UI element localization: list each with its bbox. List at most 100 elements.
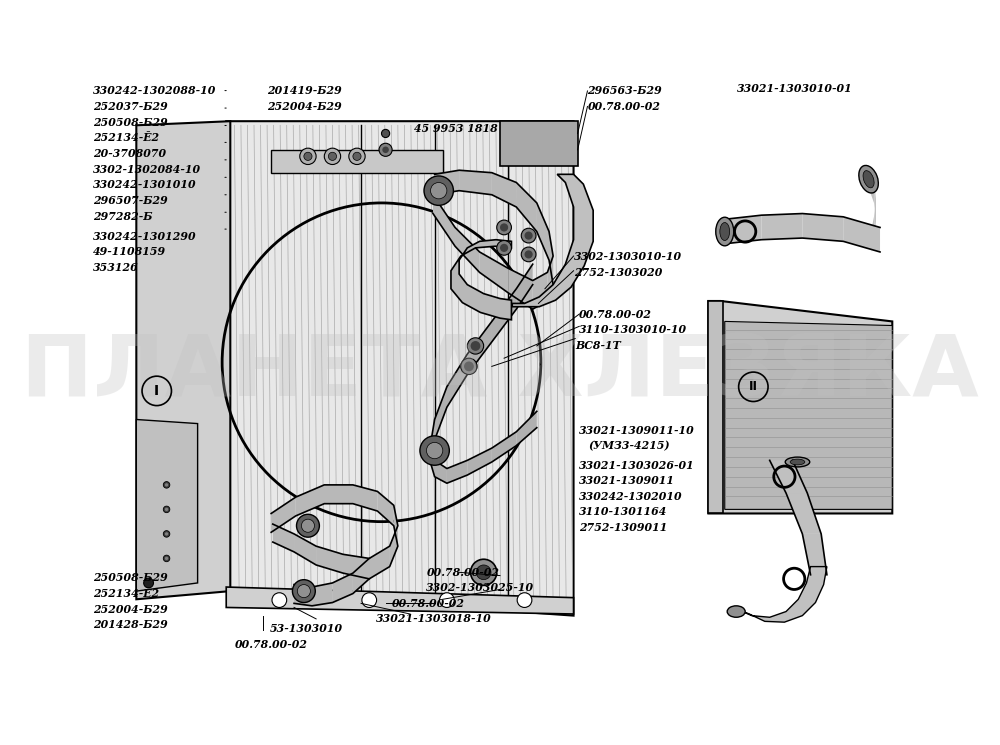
Polygon shape xyxy=(353,485,377,511)
Polygon shape xyxy=(872,215,874,252)
Polygon shape xyxy=(467,321,492,375)
Text: 330242-1301010: 330242-1301010 xyxy=(93,180,197,191)
Ellipse shape xyxy=(727,606,745,618)
Text: 00.78.00-02: 00.78.00-02 xyxy=(234,638,307,650)
Circle shape xyxy=(471,559,497,586)
Circle shape xyxy=(297,585,310,597)
Text: 296563-Б29: 296563-Б29 xyxy=(587,85,662,96)
Polygon shape xyxy=(492,432,516,462)
Circle shape xyxy=(500,224,508,232)
Circle shape xyxy=(420,436,449,466)
Text: 252134-Ē2: 252134-Ē2 xyxy=(93,132,159,143)
Text: 33021-1303026-01: 33021-1303026-01 xyxy=(579,460,695,471)
Ellipse shape xyxy=(790,459,805,465)
Circle shape xyxy=(431,183,447,199)
Polygon shape xyxy=(802,534,827,575)
Polygon shape xyxy=(390,526,398,567)
Text: 252004-Б29: 252004-Б29 xyxy=(93,604,168,615)
Ellipse shape xyxy=(785,457,810,467)
Polygon shape xyxy=(353,559,369,594)
Circle shape xyxy=(476,565,491,580)
Polygon shape xyxy=(324,485,353,504)
Polygon shape xyxy=(533,273,547,309)
Polygon shape xyxy=(294,534,316,565)
Circle shape xyxy=(349,148,365,165)
Polygon shape xyxy=(762,214,802,240)
Polygon shape xyxy=(737,567,827,622)
Polygon shape xyxy=(369,546,390,579)
Polygon shape xyxy=(492,173,516,207)
Text: 00.78.00-02: 00.78.00-02 xyxy=(392,597,465,609)
Text: 330242-1301290: 330242-1301290 xyxy=(93,231,197,241)
Polygon shape xyxy=(435,170,459,194)
Polygon shape xyxy=(516,264,533,309)
Polygon shape xyxy=(547,256,553,301)
Polygon shape xyxy=(725,215,762,244)
Polygon shape xyxy=(136,419,198,591)
Polygon shape xyxy=(435,460,447,484)
Polygon shape xyxy=(431,444,435,477)
Polygon shape xyxy=(447,460,467,484)
Polygon shape xyxy=(447,354,467,408)
Circle shape xyxy=(379,143,392,156)
Polygon shape xyxy=(708,301,892,513)
Text: 2752-1303020: 2752-1303020 xyxy=(574,267,662,278)
Circle shape xyxy=(165,508,168,511)
Text: 252004-Б29: 252004-Б29 xyxy=(267,101,342,112)
Text: 33021-1309011-10: 33021-1309011-10 xyxy=(579,425,695,436)
Polygon shape xyxy=(273,524,294,552)
Text: 3302-1303010-10: 3302-1303010-10 xyxy=(574,251,682,262)
Polygon shape xyxy=(549,232,553,285)
Circle shape xyxy=(165,557,168,560)
Polygon shape xyxy=(786,493,821,534)
Polygon shape xyxy=(864,170,870,192)
Circle shape xyxy=(297,514,319,537)
Text: 00.78.00-02: 00.78.00-02 xyxy=(587,101,660,112)
Circle shape xyxy=(521,228,536,243)
Polygon shape xyxy=(516,183,537,232)
Bar xyxy=(708,301,723,513)
Text: 00.78.00-02: 00.78.00-02 xyxy=(426,567,499,577)
Text: 3302-1302084-10: 3302-1302084-10 xyxy=(93,164,201,174)
Polygon shape xyxy=(500,121,578,166)
Polygon shape xyxy=(377,492,394,526)
Circle shape xyxy=(163,481,170,488)
Circle shape xyxy=(426,443,443,459)
Circle shape xyxy=(300,148,316,165)
Text: 252037-Б29: 252037-Б29 xyxy=(93,101,168,112)
Polygon shape xyxy=(537,203,549,260)
Text: 330242-1302088-10: 330242-1302088-10 xyxy=(93,85,216,96)
Polygon shape xyxy=(455,227,480,273)
Text: 296507-Б29: 296507-Б29 xyxy=(93,195,168,206)
Circle shape xyxy=(165,484,168,486)
Circle shape xyxy=(467,337,484,354)
Text: 49-1108159: 49-1108159 xyxy=(93,247,166,258)
Circle shape xyxy=(324,148,341,165)
Text: 297282-Б: 297282-Б xyxy=(93,211,153,221)
Circle shape xyxy=(517,593,532,607)
Polygon shape xyxy=(316,546,343,573)
Circle shape xyxy=(382,147,389,153)
Polygon shape xyxy=(435,387,447,440)
Polygon shape xyxy=(516,411,537,446)
Text: 33021-1309011: 33021-1309011 xyxy=(579,475,675,486)
Polygon shape xyxy=(480,252,508,293)
Polygon shape xyxy=(312,583,332,606)
Polygon shape xyxy=(294,585,312,606)
Text: ПЛАНЕТА ХЛЕЗЯКА: ПЛАНЕТА ХЛЕЗЯКА xyxy=(21,332,979,414)
Polygon shape xyxy=(843,217,880,252)
Text: ВС8-1Т: ВС8-1Т xyxy=(575,340,621,351)
Circle shape xyxy=(521,247,536,261)
Circle shape xyxy=(165,532,168,536)
Circle shape xyxy=(461,358,477,375)
Polygon shape xyxy=(874,199,876,240)
Text: 3302-1303025-10: 3302-1303025-10 xyxy=(426,582,535,593)
Circle shape xyxy=(424,176,453,206)
Circle shape xyxy=(464,361,474,371)
Polygon shape xyxy=(512,174,593,307)
Circle shape xyxy=(304,152,312,160)
Polygon shape xyxy=(433,194,455,247)
Polygon shape xyxy=(459,170,492,194)
Polygon shape xyxy=(136,121,230,599)
Text: 3110-1301164: 3110-1301164 xyxy=(579,507,668,518)
